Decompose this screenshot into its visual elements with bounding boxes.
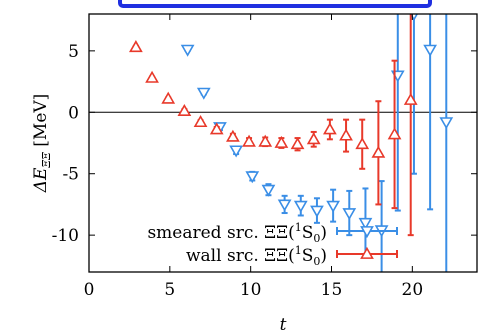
y-tick-label: 0	[68, 103, 79, 123]
data-point	[129, 40, 143, 53]
svg-text:ΔEΞΞ [MeV]: ΔEΞΞ [MeV]	[31, 94, 53, 194]
y-tick-label: -5	[62, 165, 79, 185]
data-point	[387, 127, 402, 140]
data-point	[193, 115, 208, 128]
x-tick-label: 15	[321, 280, 343, 300]
data-point	[290, 137, 305, 150]
x-tick-label: 5	[164, 280, 175, 300]
data-point	[196, 87, 211, 100]
data-point	[258, 134, 273, 147]
data-point	[358, 217, 373, 230]
data-point	[209, 122, 224, 135]
data-point	[277, 199, 292, 212]
legend-label-smeared: smeared src. ΞΞ(	[147, 223, 294, 243]
data-point	[293, 200, 308, 213]
data-point	[371, 145, 386, 158]
data-point	[310, 205, 324, 218]
series-1	[129, 14, 418, 237]
data-point	[306, 132, 321, 145]
data-point	[342, 208, 357, 221]
legend-sup-wall: 1	[295, 244, 302, 257]
y-axis: 5 0 -5 -10	[52, 42, 477, 246]
legend-label-wall: wall src. ΞΞ(	[186, 246, 295, 266]
data-point	[274, 135, 289, 148]
legend-entry-wall: wall src. ΞΞ(1S0)	[186, 244, 398, 268]
data-point	[229, 145, 243, 158]
top-frame-box	[118, 0, 432, 8]
y-axis-label: ΔEΞΞ [MeV]	[31, 94, 53, 194]
x-axis-label: t	[280, 315, 287, 332]
y-axis-label-unit: [MeV]	[31, 94, 51, 147]
x-tick-label: 10	[240, 280, 262, 300]
data-point	[145, 70, 159, 83]
data-point	[326, 200, 340, 213]
x-tick-label: 20	[402, 280, 424, 300]
legend-sample-marker	[360, 226, 374, 239]
svg-text:wall src. ΞΞ(1S0): wall src. ΞΞ(1S0)	[186, 244, 327, 268]
data-point	[245, 171, 260, 184]
data-point	[242, 134, 256, 147]
svg-text:smeared src. ΞΞ(1S0): smeared src. ΞΞ(1S0)	[147, 221, 327, 245]
legend-sample-smeared	[336, 226, 398, 239]
legend-suffix-smeared: S	[302, 223, 314, 243]
data-point	[339, 128, 353, 141]
plot-area	[88, 13, 478, 273]
legend-sample-marker	[360, 246, 374, 259]
y-tick-label: 5	[68, 42, 79, 62]
y-tick-label: -10	[52, 226, 79, 246]
legend-entry-smeared: smeared src. ΞΞ(1S0)	[147, 221, 398, 245]
legend-sup-smeared: 1	[295, 221, 302, 234]
y-axis-label-main: ΔE	[31, 167, 51, 193]
y-axis-label-sub: ΞΞ	[40, 152, 53, 169]
data-point	[161, 91, 176, 104]
series-0	[180, 14, 454, 272]
legend-sample-wall	[336, 246, 398, 259]
data-point	[423, 44, 437, 57]
data-point	[439, 117, 454, 130]
data-point	[180, 44, 195, 57]
data-point	[323, 122, 337, 135]
legend-sub-smeared: 0	[313, 232, 320, 245]
x-tick-label: 0	[84, 280, 95, 300]
data-point	[177, 103, 192, 116]
plot-frame	[88, 13, 478, 273]
data-point	[261, 184, 276, 197]
legend-suffix-wall: S	[302, 246, 314, 266]
data-point	[403, 92, 418, 105]
x-axis: 0 5 10 15 20	[84, 14, 424, 300]
data-point	[226, 129, 240, 142]
legend-sub-wall: 0	[313, 255, 320, 268]
legend: smeared src. ΞΞ(1S0) wall src. ΞΞ(1S0)	[147, 221, 398, 268]
data-point	[355, 137, 370, 150]
